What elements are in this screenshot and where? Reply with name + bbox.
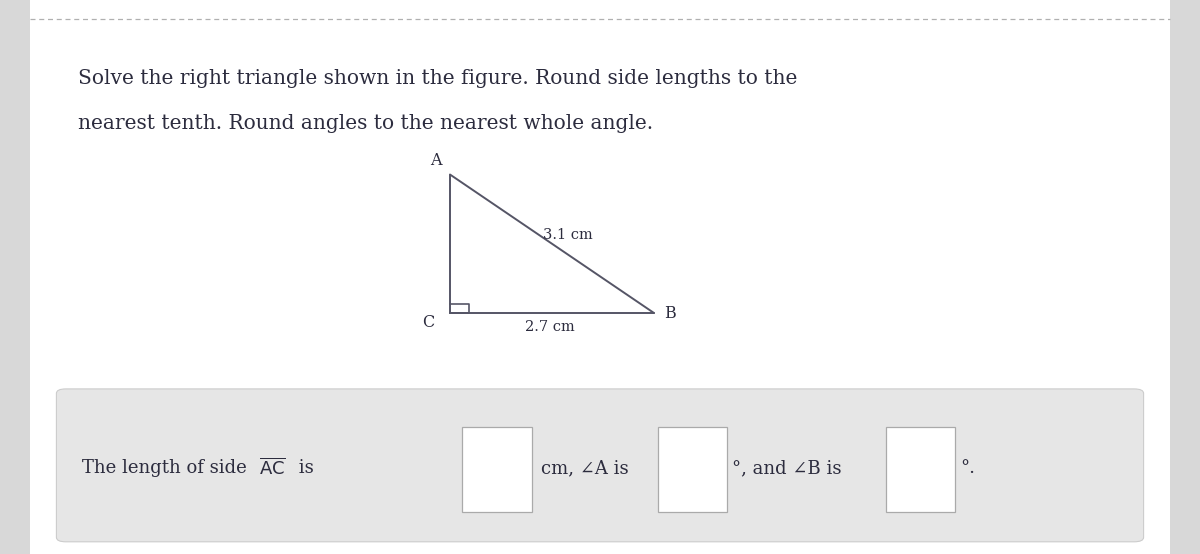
Text: The length of side: The length of side [82, 459, 252, 477]
Bar [658, 427, 727, 512]
Text: A: A [430, 152, 442, 169]
Text: is: is [293, 459, 313, 477]
Bar [462, 427, 532, 512]
Text: B: B [664, 305, 676, 321]
Text: C: C [422, 315, 434, 331]
Text: $\overline{\mathrm{AC}}$: $\overline{\mathrm{AC}}$ [259, 458, 286, 479]
Text: nearest tenth. Round angles to the nearest whole angle.: nearest tenth. Round angles to the neare… [78, 114, 653, 132]
Text: 2.7 cm: 2.7 cm [524, 320, 575, 334]
Text: cm, ∠A is: cm, ∠A is [541, 459, 629, 477]
Text: °, and ∠B is: °, and ∠B is [732, 459, 841, 477]
Text: Solve the right triangle shown in the figure. Round side lengths to the: Solve the right triangle shown in the fi… [78, 69, 797, 88]
Text: 3.1 cm: 3.1 cm [542, 228, 593, 243]
Text: °.: °. [960, 459, 974, 477]
FancyBboxPatch shape [56, 389, 1144, 542]
Bar [886, 427, 955, 512]
